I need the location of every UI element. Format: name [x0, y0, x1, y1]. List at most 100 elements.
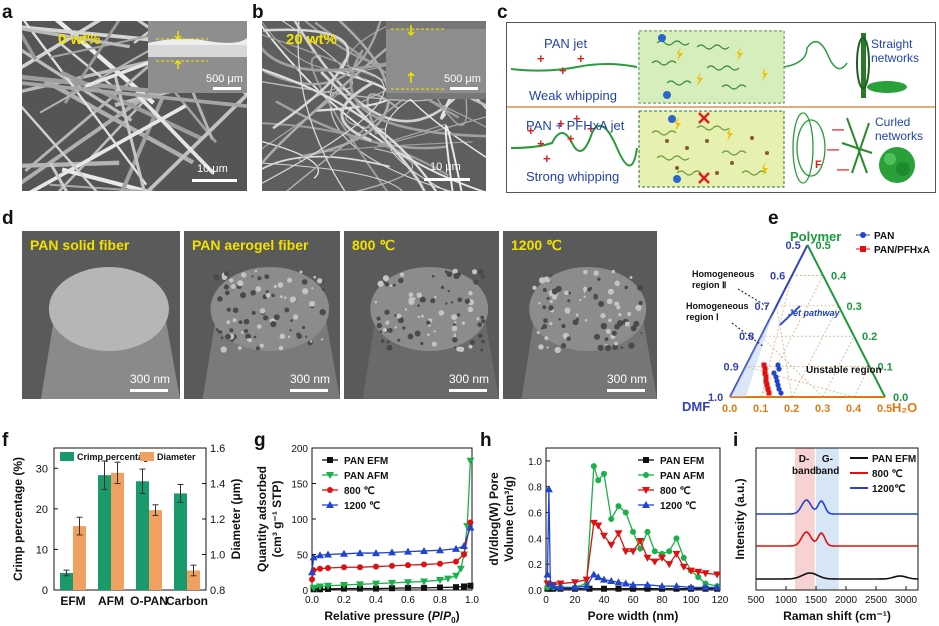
- data-point: [680, 554, 687, 561]
- data-point: [420, 578, 428, 586]
- bar: [111, 472, 124, 590]
- y2-tick-label: 1.2: [210, 514, 225, 526]
- fiber-cross-section-image: 1200 ℃ 300 nm: [503, 231, 657, 399]
- data-point: [614, 578, 623, 586]
- pore-texture: [600, 313, 606, 319]
- data-point: [658, 554, 666, 562]
- inset-scale-bar-b: [450, 87, 478, 90]
- pore-texture: [549, 273, 553, 277]
- right-tick: 0.5: [816, 240, 831, 252]
- fiber-cross-section-image: PAN aerogel fiber 300 nm: [184, 231, 340, 399]
- pore-texture: [560, 343, 567, 349]
- pore-texture: [255, 286, 262, 292]
- data-point: [679, 563, 688, 571]
- fiber: [347, 21, 399, 82]
- pore-texture: [255, 346, 260, 351]
- scale-label-b: 10 μm: [430, 161, 461, 173]
- pore-texture: [546, 296, 550, 301]
- y-tick-label: 1.0: [528, 457, 542, 468]
- data-point: [452, 544, 460, 552]
- pore-texture: [629, 275, 633, 279]
- pore-texture: [561, 323, 566, 329]
- top-result-label: Straight networks: [871, 37, 919, 65]
- pore-texture: [611, 330, 617, 336]
- y-tick-label: 10: [36, 544, 48, 556]
- data-point: [643, 554, 652, 562]
- data-point: [544, 485, 553, 493]
- data-point: [672, 550, 681, 558]
- data-point: [650, 558, 659, 566]
- fiber-face: [370, 267, 489, 351]
- fiber: [24, 64, 151, 173]
- pore-texture: [624, 321, 630, 327]
- y-tick-label: 0: [302, 586, 308, 597]
- scale-label: 300 nm: [130, 372, 171, 386]
- triangle-fill: [730, 245, 885, 397]
- pore-texture: [376, 322, 383, 329]
- pore-texture: [290, 319, 294, 322]
- pore-texture: [384, 282, 390, 287]
- fiber: [22, 21, 102, 70]
- y-tick-label: 200: [291, 444, 308, 455]
- pore-texture: [273, 314, 280, 321]
- panel-g-label: g: [254, 430, 266, 451]
- pore-texture: [232, 307, 239, 313]
- pore-texture: [287, 277, 293, 283]
- pore-texture: [627, 311, 632, 317]
- y-axis-label: Intensity (a.u.): [733, 478, 747, 559]
- fiber: [133, 91, 215, 175]
- inset-scale-bar-a: [213, 87, 241, 90]
- bottom-tick: 0.1: [753, 403, 768, 415]
- right-tick: 0.0: [893, 392, 908, 404]
- unstable-region-label: Unstable region: [806, 365, 882, 376]
- pore-texture: [468, 344, 473, 349]
- fiber: [262, 162, 403, 191]
- pore-texture: [616, 320, 624, 327]
- x-tick-label: 0.4: [369, 595, 383, 606]
- grid-line: [853, 366, 870, 398]
- data-point: [389, 562, 395, 569]
- data-point: [614, 530, 623, 538]
- pore-texture: [299, 270, 303, 274]
- pore-texture: [399, 272, 405, 277]
- polymer-vertex-label: Polymer: [790, 229, 841, 244]
- scale-bar: [449, 389, 487, 392]
- pore-texture: [377, 280, 384, 287]
- pore-texture: [376, 316, 381, 321]
- data-point: [637, 545, 644, 552]
- legend-marker: [860, 232, 866, 238]
- data-point: [467, 519, 474, 526]
- pore-texture: [270, 320, 277, 328]
- data-point: [309, 553, 318, 561]
- scale-label-a: 10 μm: [197, 163, 228, 175]
- pore-texture: [604, 337, 609, 341]
- data-point: [324, 582, 332, 590]
- pore-texture: [259, 308, 266, 314]
- pore-texture: [583, 269, 588, 275]
- pore-texture: [224, 290, 230, 296]
- pore-texture: [273, 284, 277, 289]
- pore-texture: [618, 312, 622, 317]
- pore-texture: [611, 269, 616, 274]
- fiber: [349, 49, 486, 138]
- data-point: [608, 516, 615, 522]
- fiber: [263, 21, 382, 86]
- pore-texture: [302, 288, 309, 295]
- pore-texture: [566, 336, 571, 341]
- pore-texture: [223, 284, 229, 290]
- pan-binodal-point: [774, 378, 780, 384]
- data-point: [356, 581, 364, 589]
- pore-texture: [446, 271, 453, 277]
- pore-texture: [564, 307, 571, 314]
- pore-texture: [542, 287, 547, 292]
- pore-texture: [616, 305, 621, 310]
- bottom-tick: 0.5: [877, 403, 892, 415]
- pore-texture: [549, 299, 553, 304]
- image-title: PAN aerogel fiber: [192, 237, 309, 253]
- image-title: 1200 ℃: [511, 237, 562, 253]
- fiber: [43, 78, 195, 165]
- pore-texture: [386, 340, 390, 344]
- data-point: [466, 457, 475, 465]
- scale-label: 300 nm: [449, 372, 490, 386]
